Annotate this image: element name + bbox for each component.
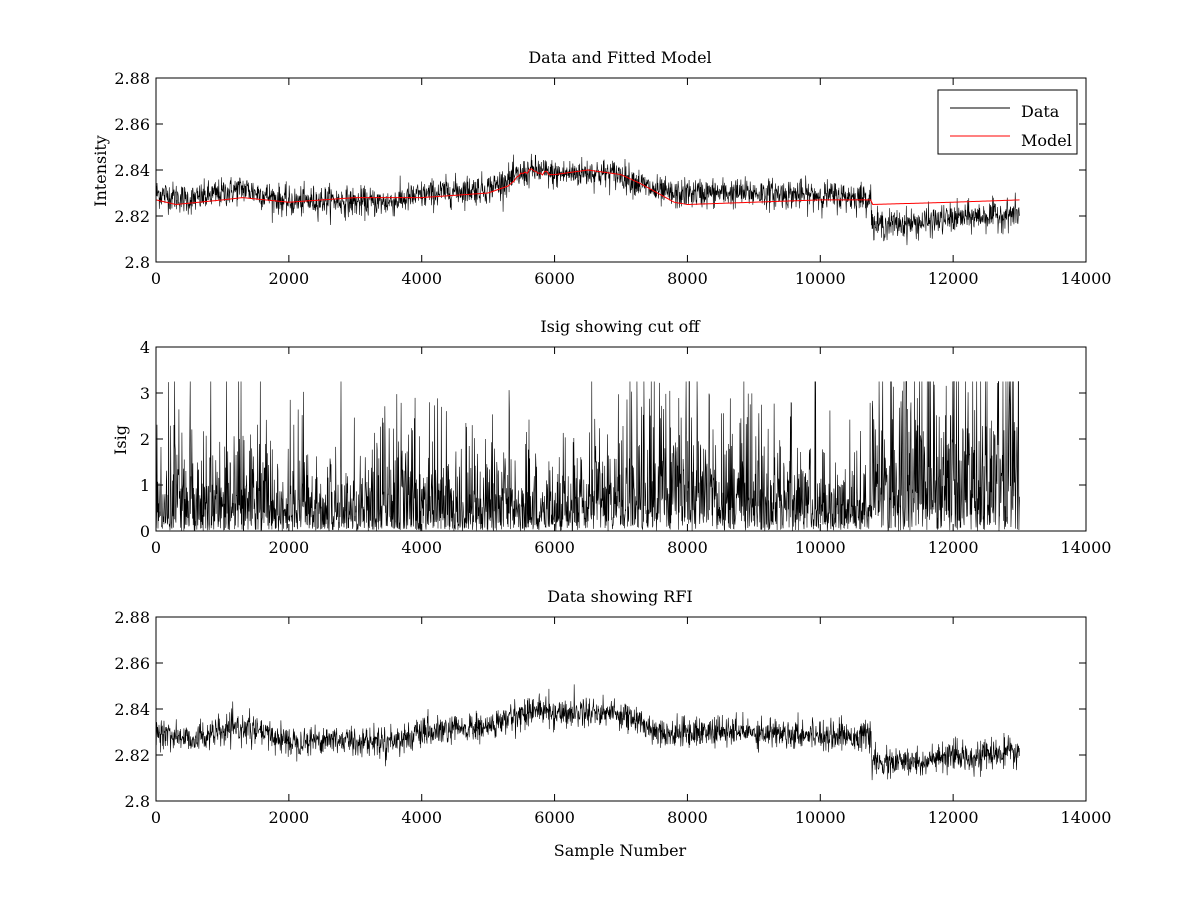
x-tick-label: 6000 [534, 538, 575, 557]
x-tick-label: 4000 [401, 538, 442, 557]
legend: Data Model [937, 89, 1078, 155]
axis-ticks: 0 2000 4000 6000 8000 10000 12000 14000 0 1 2 3 4 [140, 338, 1112, 557]
x-axis-label: Sample Number [554, 841, 687, 860]
chart-title: Data and Fitted Model [528, 48, 711, 67]
plot-area [156, 684, 1020, 781]
x-tick-label: 10000 [795, 538, 846, 557]
y-tick-label: 2.88 [114, 69, 150, 88]
axes-frame [155, 616, 1087, 802]
x-tick-label: 0 [151, 808, 161, 827]
axis-ticks: 0 2000 4000 6000 8000 10000 12000 14000 2.8 2.82 2… [114, 69, 1111, 288]
y-tick-label: 2.88 [114, 608, 150, 627]
y-tick-label: 2.86 [114, 654, 150, 673]
x-tick-label: 12000 [928, 538, 979, 557]
x-tick-label: 10000 [795, 269, 846, 288]
y-axis-label: Isig [111, 425, 130, 455]
x-tick-label: 2000 [268, 269, 309, 288]
x-tick-label: 14000 [1061, 269, 1112, 288]
y-tick-label: 2.84 [114, 700, 150, 719]
y-tick-label: 0 [140, 522, 150, 541]
y-tick-label: 2.82 [114, 746, 150, 765]
axes-frame [155, 77, 1087, 263]
panel-data-and-fitted-model: Data and Fitted Model Intensity 0 2000 400… [91, 48, 1111, 288]
series-line-data [156, 684, 1020, 781]
x-tick-label: 0 [151, 269, 161, 288]
plot-area [156, 153, 1020, 246]
axes-frame [155, 346, 1087, 532]
x-tick-label: 2000 [268, 538, 309, 557]
panel-data-showing-rfi: Data showing RFI Sample Number 0 2000 4000… [114, 587, 1111, 860]
x-tick-label: 8000 [667, 269, 708, 288]
x-tick-label: 12000 [928, 269, 979, 288]
x-tick-label: 14000 [1061, 538, 1112, 557]
series-line-data [156, 153, 1020, 246]
chart-title: Isig showing cut off [540, 317, 701, 336]
y-tick-label: 2.82 [114, 207, 150, 226]
y-axis-label: Intensity [91, 135, 110, 207]
x-tick-label: 10000 [795, 808, 846, 827]
y-tick-label: 1 [140, 476, 150, 495]
legend-label-model: Model [1021, 131, 1072, 150]
legend-label-data: Data [1021, 102, 1060, 121]
plot-area [156, 381, 1020, 531]
x-tick-label: 8000 [667, 538, 708, 557]
y-tick-label: 2.8 [125, 792, 150, 811]
series-line-model [156, 168, 1020, 205]
y-tick-label: 4 [140, 338, 150, 357]
x-tick-label: 6000 [534, 269, 575, 288]
x-tick-label: 12000 [928, 808, 979, 827]
y-tick-label: 2.8 [125, 253, 150, 272]
chart-title: Data showing RFI [547, 587, 692, 606]
x-tick-label: 6000 [534, 808, 575, 827]
x-tick-label: 4000 [401, 269, 442, 288]
series-line-isig [156, 381, 1020, 531]
y-tick-label: 3 [140, 384, 150, 403]
x-tick-label: 0 [151, 538, 161, 557]
y-tick-label: 2.86 [114, 115, 150, 134]
x-tick-label: 2000 [268, 808, 309, 827]
panel-isig-showing-cut-off: Isig showing cut off Isig 0 2000 4000 6000 8… [111, 317, 1111, 557]
y-tick-label: 2 [140, 430, 150, 449]
legend-box [937, 89, 1078, 155]
x-tick-label: 4000 [401, 808, 442, 827]
axis-ticks: 0 2000 4000 6000 8000 10000 12000 14000 2.8 2.82 2… [114, 608, 1111, 827]
y-tick-label: 2.84 [114, 161, 150, 180]
x-tick-label: 14000 [1061, 808, 1112, 827]
x-tick-label: 8000 [667, 808, 708, 827]
